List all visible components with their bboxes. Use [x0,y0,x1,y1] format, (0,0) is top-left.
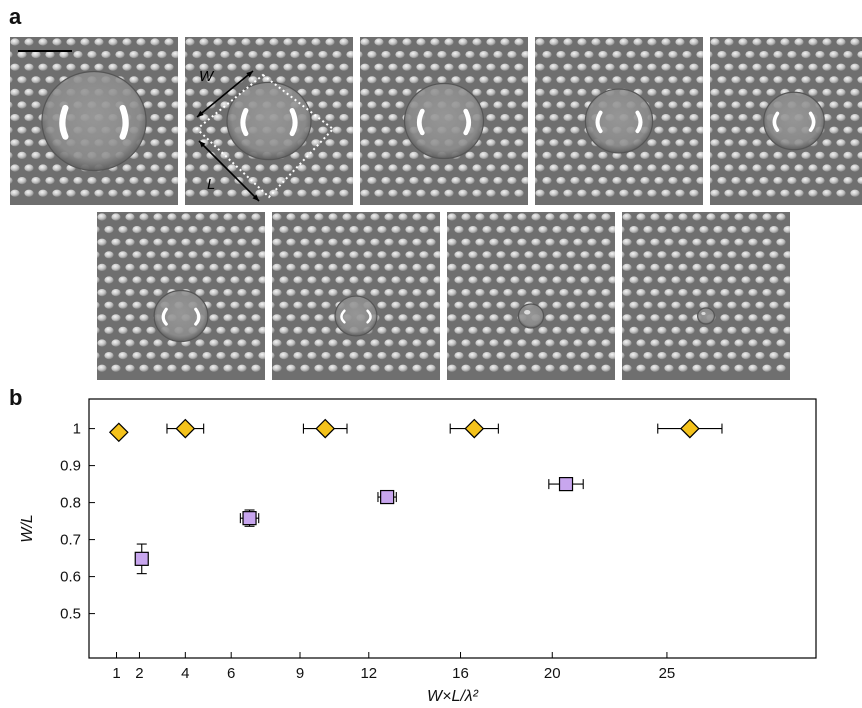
y-axis-label: W/L [19,514,36,542]
wl-ratio-chart: 0.50.60.70.80.911 2 4 6 9 12 16 20 25W×L/λ²W/L [19,398,817,705]
droplet-image-render [97,212,265,380]
droplet-image-render [622,212,790,380]
annotation-l: L [207,176,215,193]
droplet-image-render [535,37,703,205]
droplet-image-render [272,212,440,380]
data-point-square [134,551,149,566]
y-tick-label: 0.7 [60,532,81,549]
droplet-image-render [447,212,615,380]
droplet-image [710,37,862,205]
x-tick-label: 16 [452,665,469,682]
droplet-image-render: WL [185,37,353,205]
y-tick-label: 0.5 [60,606,81,623]
arrow-head [199,141,206,148]
droplet-image [10,37,178,205]
y-tick-label: 0.8 [60,495,81,512]
x-tick-label: 2 [135,665,143,682]
measurement-arrow [196,70,254,118]
droplet-image [272,212,440,380]
data-point-square [558,476,574,492]
droplet-image-render [710,37,862,205]
data-point-diamond [175,418,196,439]
droplet-image [360,37,528,205]
data-point-diamond [315,418,336,439]
droplet-image [535,37,703,205]
data-point-diamond [464,418,485,439]
x-tick-label: 25 [659,665,676,682]
droplet-image [97,212,265,380]
x-tick-label: 12 [360,665,377,682]
droplet-image [622,212,790,380]
y-tick-label: 1 [73,421,81,438]
data-point-square [242,511,257,526]
data-point-diamond [108,422,129,443]
x-axis-label: W×L/λ² [427,688,479,705]
measurement-box [195,73,335,199]
droplet-image-render [10,37,178,205]
x-tick-label: 4 [181,665,189,682]
panel-label-b: b [9,385,23,410]
y-tick-label: 0.6 [60,569,81,586]
arrow-head [252,194,259,201]
plot-frame [88,398,817,659]
arrow-head [246,71,253,78]
panel-label-a: a [9,4,22,29]
data-point-diamond [680,418,700,439]
x-tick-label: 20 [544,665,561,682]
droplet-image [447,212,615,380]
data-point-square [380,489,395,505]
droplet-image-render [360,37,528,205]
y-tick-label: 0.9 [60,458,81,475]
x-tick-label: 9 [296,665,304,682]
x-tick-label: 1 [112,665,120,682]
annotation-w: W [199,68,215,85]
arrow-head [197,110,204,117]
measurement-arrow [198,140,260,202]
x-tick-label: 6 [227,665,235,682]
